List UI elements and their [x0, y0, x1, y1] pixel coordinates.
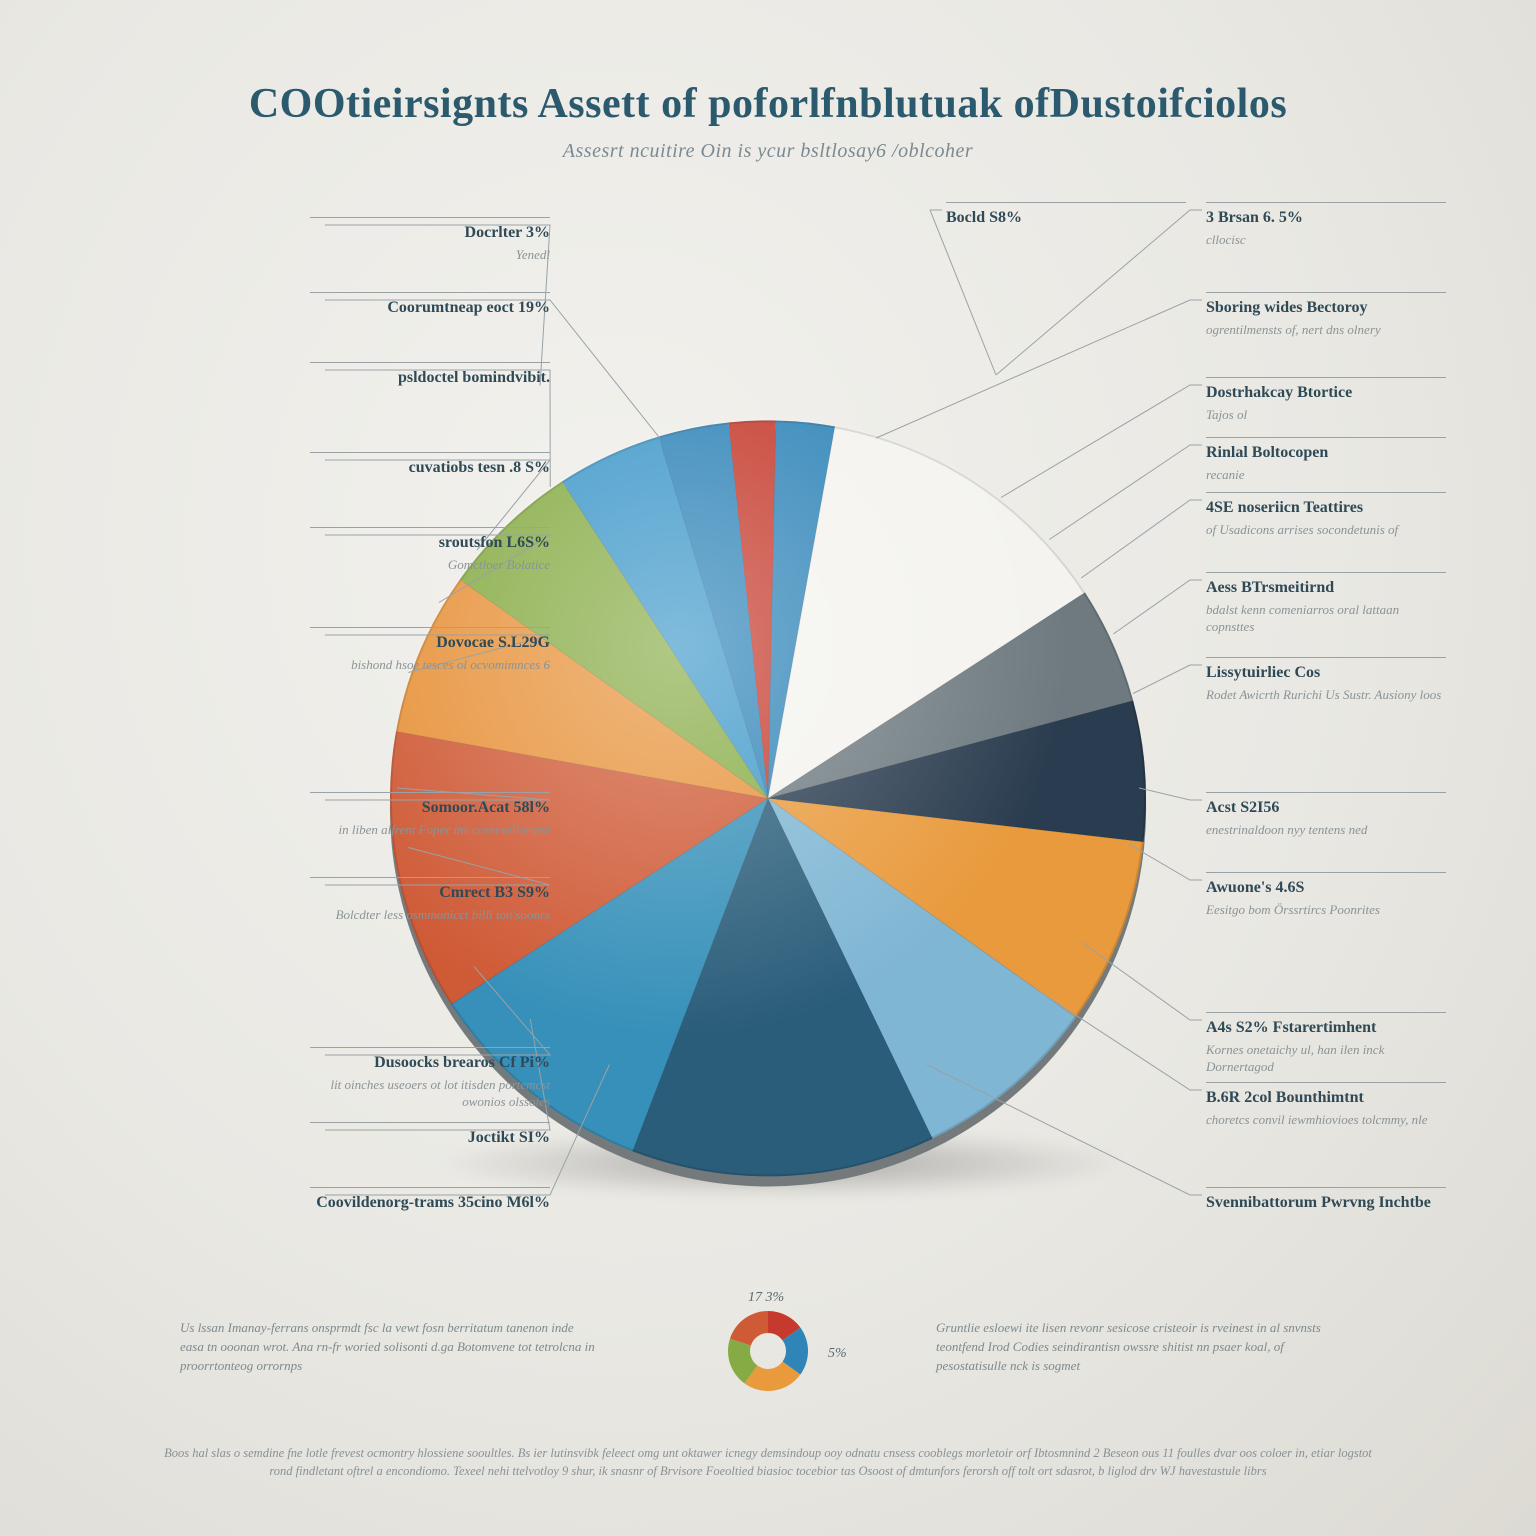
callout-label: Dovocae S.L29Gbishond hsoe tesces ol ocv…	[310, 627, 550, 673]
callout-label: psldoctel bomindvibit.	[310, 362, 550, 391]
mini-donut-slice	[730, 1311, 768, 1345]
callout-label: Lissytuirliec CosRodet Awicrth Rurichi U…	[1206, 657, 1446, 703]
callout-label: A4s S2% FstarertimhentKornes onetaichy u…	[1206, 1012, 1446, 1076]
footer-block-left: Us lssan Imanay-ferrans onsprmdt fsc la …	[180, 1319, 600, 1376]
mini-donut	[723, 1306, 813, 1396]
callout-label: 3 Brsan 6. 5%cllocisc	[1206, 202, 1446, 248]
callout-label: Coovildenorg-trams 35cino M6l%	[310, 1187, 550, 1216]
callout-label: Awuone's 4.6SEesitgo bom Örssrtircs Poon…	[1206, 872, 1446, 918]
callout-label: Dostrhakcay BtorticeTajos ol	[1206, 377, 1446, 423]
callout-label: Svennibattorum Pwrvng Inchtbe	[1206, 1187, 1446, 1216]
callout-label: Aess BTrsmeitirndbdalst kenn comeniarros…	[1206, 572, 1446, 636]
callout-label: Somoor.Acat 58l%in liben alfrent Foper i…	[310, 792, 550, 838]
callout-label: Acst S2I56enestrinaldoon nyy tentens ned	[1206, 792, 1446, 838]
callout-label: B.6R 2col Bounthimtntchoretcs convil iew…	[1206, 1082, 1446, 1128]
callout-label: sroutsfon L6S%Gomctloer Bolatice	[310, 527, 550, 573]
callout-label: Bocld S8%	[946, 202, 1186, 231]
callout-label: 4SE noseriicn Teattiresof Usadicons arri…	[1206, 492, 1446, 538]
callout-label: Docrlter 3%Yenedl	[310, 217, 550, 263]
callout-label: Joctikt SI%	[310, 1122, 550, 1151]
callout-label: Rinlal Boltocopenrecanie	[1206, 437, 1446, 483]
callout-label: Cmrect B3 S9%Bolcdter less osmmonicct bi…	[310, 877, 550, 923]
callout-label: Sboring wides Bectoroyogrentilmensts of,…	[1206, 292, 1446, 338]
callout-label: Coorumtneap eoct 19%	[310, 292, 550, 321]
callout-label: Dusoocks brearos Cf Pi%lit oinches useoe…	[310, 1047, 550, 1111]
callout-label: cuvatiobs tesn .8 S%	[310, 452, 550, 481]
footer-block-right: Gruntlie esloewi ite lisen revonr sesico…	[936, 1319, 1356, 1376]
footnote: Boos hal slas o semdine fne lotle freves…	[160, 1444, 1376, 1482]
